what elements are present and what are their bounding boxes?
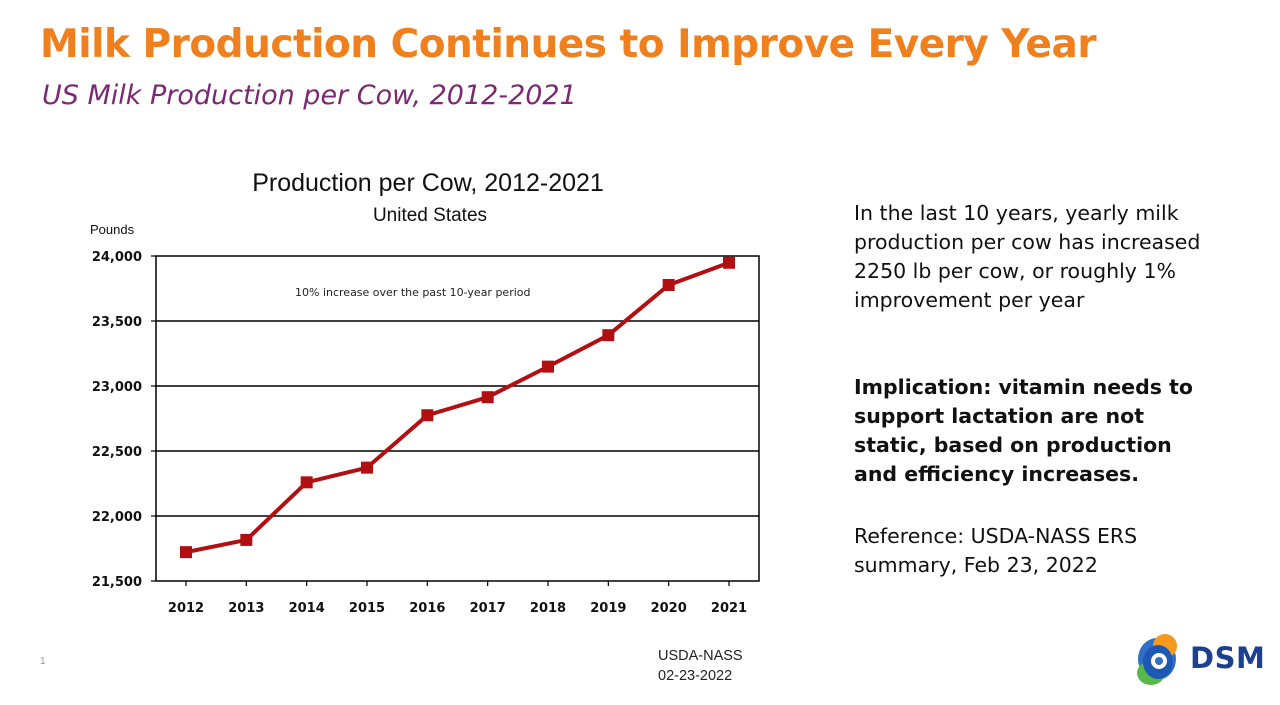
chart-annotation: 10% increase over the past 10-year perio… bbox=[295, 286, 531, 299]
y-axis-unit-label: Pounds bbox=[90, 222, 135, 237]
x-tick-label: 2020 bbox=[651, 601, 687, 616]
data-point-marker bbox=[421, 409, 434, 422]
data-point-marker bbox=[240, 533, 253, 546]
x-tick-label: 2019 bbox=[590, 601, 626, 616]
data-point-marker bbox=[542, 360, 554, 373]
chart-source: USDA-NASS 02-23-2022 bbox=[658, 646, 743, 686]
slide-subtitle: US Milk Production per Cow, 2012-2021 bbox=[42, 80, 577, 111]
x-tick-label: 2021 bbox=[711, 601, 747, 616]
dsm-logo: DSM bbox=[1132, 628, 1272, 694]
chart-title: Production per Cow, 2012-2021 bbox=[252, 169, 604, 197]
data-point-marker bbox=[361, 461, 373, 474]
reference-paragraph: Reference: USDA-NASS ERS summary, Feb 23… bbox=[854, 524, 1138, 577]
y-tick-label: 23,000 bbox=[92, 380, 142, 395]
data-point-marker bbox=[300, 476, 313, 489]
data-point-marker bbox=[602, 329, 615, 342]
x-tick-label: 2016 bbox=[409, 601, 445, 616]
data-point-marker bbox=[180, 546, 192, 559]
x-tick-label: 2017 bbox=[470, 601, 506, 616]
x-tick-label: 2018 bbox=[530, 601, 566, 616]
slide-title: Milk Production Continues to Improve Eve… bbox=[40, 22, 1097, 67]
x-tick-label: 2012 bbox=[168, 601, 204, 616]
y-tick-label: 24,000 bbox=[92, 250, 142, 265]
y-tick-label: 23,500 bbox=[92, 315, 142, 330]
plot-area-frame bbox=[155, 255, 760, 582]
y-tick-label: 22,500 bbox=[92, 445, 142, 460]
data-point-marker bbox=[723, 256, 735, 269]
summary-paragraph: In the last 10 years, yearly milk produc… bbox=[854, 201, 1201, 312]
y-tick-label: 21,500 bbox=[92, 575, 142, 590]
dsm-logo-icon bbox=[1137, 634, 1177, 685]
x-tick-label: 2015 bbox=[349, 601, 385, 616]
data-point-marker bbox=[662, 278, 675, 291]
x-tick-label: 2014 bbox=[289, 601, 325, 616]
chart-source-agency: USDA-NASS bbox=[658, 648, 743, 664]
dsm-logo-text: DSM bbox=[1190, 641, 1266, 675]
chart-source-date: 02-23-2022 bbox=[658, 668, 733, 684]
data-point-marker bbox=[481, 391, 494, 404]
slide-number: 1 bbox=[40, 656, 46, 667]
y-tick-label: 22,000 bbox=[92, 510, 142, 525]
implication-paragraph: Implication: vitamin needs to support la… bbox=[854, 375, 1193, 486]
x-tick-label: 2013 bbox=[228, 601, 264, 616]
series-line bbox=[185, 260, 730, 555]
chart-subtitle: United States bbox=[373, 205, 487, 226]
production-chart: Production per Cow, 2012-2021 United Sta… bbox=[90, 169, 760, 616]
